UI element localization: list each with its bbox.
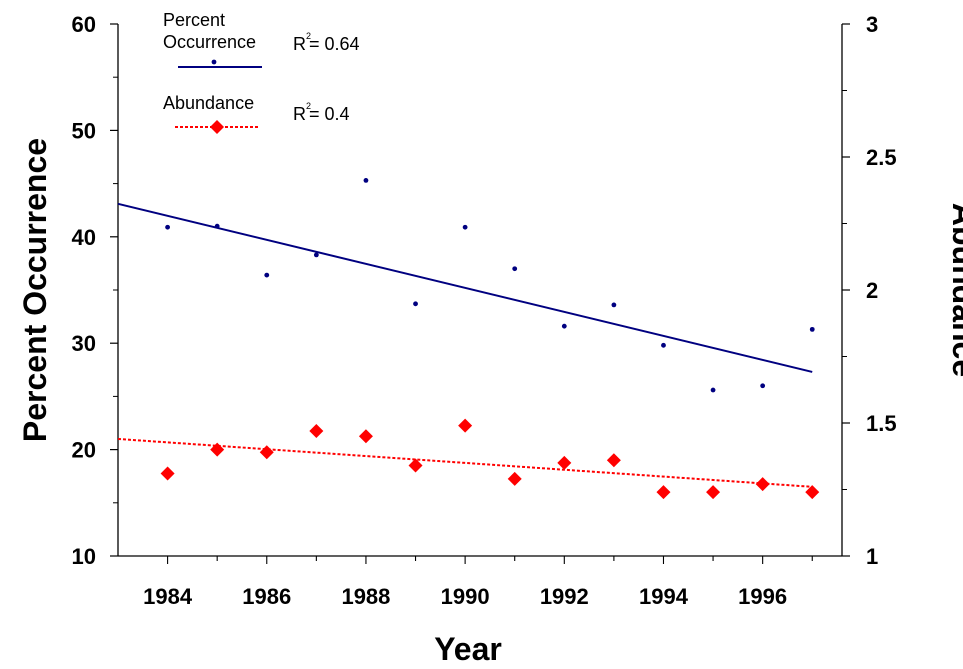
x-tick-label: 1996 — [738, 584, 787, 609]
data-point-percent-occurrence — [413, 301, 418, 307]
data-point-percent-occurrence — [809, 326, 815, 332]
trend-lines — [117, 202, 813, 488]
data-point-percent-occurrence — [512, 266, 518, 272]
r2-label-percent-occurrence: R — [293, 34, 306, 54]
data-point-percent-occurrence — [611, 302, 617, 308]
data-point-percent-occurrence — [710, 387, 716, 393]
right-tick-label: 2 — [866, 278, 878, 303]
r2-superscript: 2 — [306, 31, 311, 41]
right-tick-label: 1.5 — [866, 411, 897, 436]
data-point-abundance — [656, 485, 671, 500]
data-point-abundance — [805, 485, 820, 500]
r2-label-abundance: R — [293, 104, 306, 124]
x-tick-label: 1990 — [441, 584, 490, 609]
data-point-percent-occurrence — [363, 178, 369, 183]
data-point-abundance — [557, 455, 572, 470]
trend-line — [117, 437, 813, 488]
r2-value-abundance: = 0.4 — [309, 104, 350, 124]
data-point-percent-occurrence — [760, 383, 766, 389]
data-point-abundance — [507, 471, 522, 486]
data-points — [160, 178, 820, 500]
y-axis-title: Percent Occurrence — [17, 138, 53, 442]
data-point-percent-occurrence — [264, 272, 270, 278]
data-point-percent-occurrence — [661, 342, 666, 348]
data-point-percent-occurrence — [462, 224, 468, 230]
y2-axis-title: Abundance — [946, 203, 963, 377]
legend-marker-abundance — [210, 120, 224, 134]
x-tick-label: 1992 — [540, 584, 589, 609]
data-point-abundance — [259, 445, 274, 460]
legend-label-percent-occurrence: Occurrence — [163, 32, 256, 52]
legend-label-abundance: Abundance — [163, 93, 254, 113]
x-tick-label: 1984 — [143, 584, 193, 609]
legend-marker-percent-occurrence — [211, 59, 217, 65]
data-point-abundance — [160, 466, 175, 481]
trend-line — [117, 202, 813, 373]
r2-value-percent-occurrence: = 0.64 — [309, 34, 360, 54]
x-tick-label: 1994 — [639, 584, 689, 609]
x-tick-label: 1988 — [341, 584, 390, 609]
data-point-abundance — [408, 458, 423, 473]
data-point-abundance — [606, 453, 621, 468]
data-point-abundance — [210, 442, 225, 457]
left-tick-label: 60 — [72, 12, 96, 37]
right-tick-label: 2.5 — [866, 145, 897, 170]
right-tick-label: 3 — [866, 12, 878, 37]
right-tick-label: 1 — [866, 544, 878, 569]
data-point-percent-occurrence — [561, 323, 567, 329]
left-tick-label: 10 — [72, 544, 96, 569]
data-point-percent-occurrence — [214, 223, 220, 229]
left-tick-label: 40 — [72, 225, 96, 250]
data-point-abundance — [706, 485, 721, 500]
r2-superscript: 2 — [306, 101, 311, 111]
left-tick-label: 30 — [72, 331, 96, 356]
data-point-abundance — [309, 423, 324, 438]
legend-label-percent-occurrence: Percent — [163, 10, 225, 30]
ticks: 10 20 30 40 50 60 1 1.5 2 2.5 3 1984 1986 1988 1990 199… — [72, 12, 897, 609]
left-tick-label: 50 — [72, 118, 96, 143]
data-point-abundance — [458, 418, 473, 433]
data-point-abundance — [358, 429, 373, 444]
data-point-percent-occurrence — [313, 252, 319, 258]
x-tick-label: 1986 — [242, 584, 291, 609]
x-axis-title: Year — [434, 631, 502, 667]
left-tick-label: 20 — [72, 438, 96, 463]
data-point-abundance — [755, 477, 770, 492]
data-point-percent-occurrence — [165, 224, 170, 230]
